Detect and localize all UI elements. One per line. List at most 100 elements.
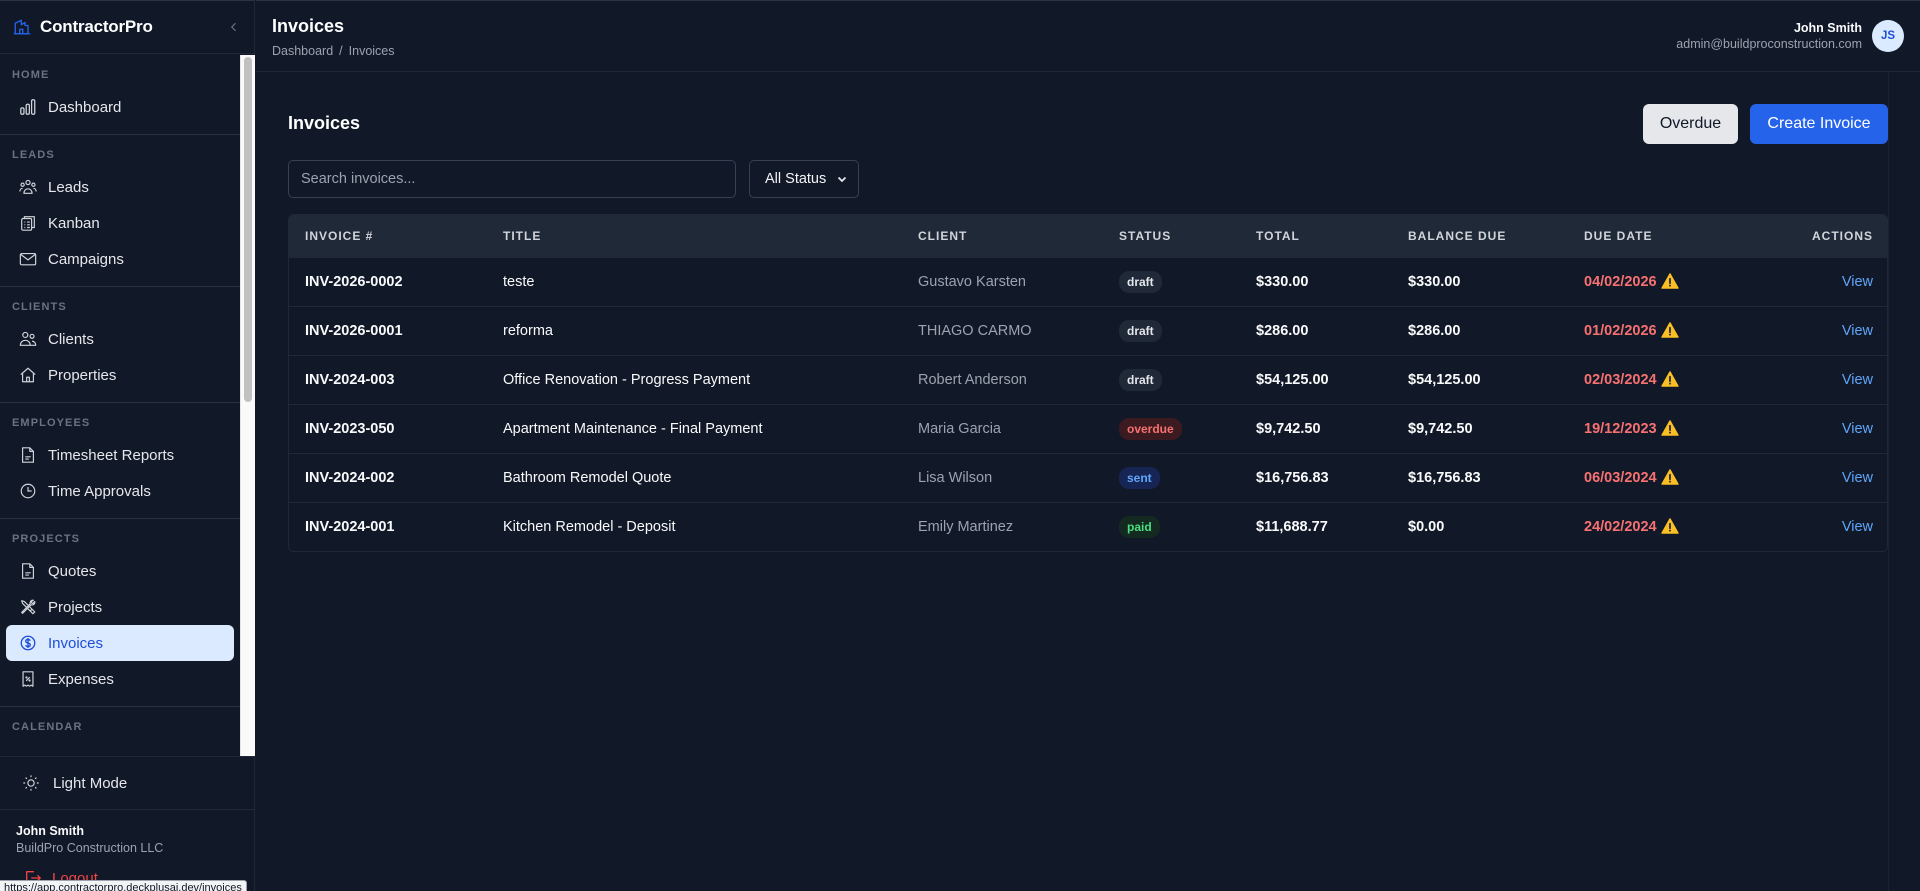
- clipboard-icon: [19, 214, 37, 232]
- status-url-tooltip: https://app.contractorpro.deckplusai.dev…: [0, 880, 247, 891]
- sidebar-item-timesheet-reports[interactable]: Timesheet Reports: [6, 437, 234, 473]
- overdue-button[interactable]: Overdue: [1643, 104, 1738, 144]
- invoice-status-cell: draft: [1103, 355, 1240, 404]
- sidebar-item-dashboard[interactable]: Dashboard: [6, 89, 234, 125]
- invoice-due-date: 04/02/2026: [1584, 274, 1657, 290]
- invoice-status-cell: draft: [1103, 306, 1240, 355]
- invoice-actions: View: [1758, 453, 1887, 502]
- invoice-number: INV-2024-003: [305, 371, 395, 388]
- column-header-due-date[interactable]: DUE DATE: [1584, 228, 1653, 243]
- invoice-status-cell: draft: [1103, 257, 1240, 306]
- nav-section-home: HOME Dashboard: [0, 55, 240, 135]
- sidebar-item-projects[interactable]: Projects: [6, 589, 234, 625]
- status-badge: draft: [1119, 270, 1162, 293]
- invoice-actions: View: [1758, 502, 1887, 551]
- sidebar-bottom: Light Mode John Smith BuildPro Construct…: [0, 756, 255, 887]
- top-header: Invoices Dashboard / Invoices John Smith…: [256, 0, 1920, 72]
- user-menu[interactable]: John Smith admin@buildproconstruction.co…: [1676, 20, 1904, 52]
- page-title: Invoices: [288, 113, 361, 133]
- building-icon: [13, 18, 31, 36]
- view-invoice-link[interactable]: View: [1841, 322, 1873, 339]
- invoice-total: $54,125.00: [1256, 371, 1329, 388]
- invoice-status-cell: overdue: [1103, 404, 1240, 453]
- sidebar-item-leads[interactable]: Leads: [6, 169, 234, 205]
- avatar[interactable]: JS: [1872, 20, 1904, 52]
- nav-section-title: LEADS: [12, 149, 55, 161]
- invoice-balance-due: $16,756.83: [1408, 469, 1481, 486]
- invoice-client: THIAGO CARMO: [918, 322, 1032, 339]
- status-badge: draft: [1119, 368, 1162, 391]
- table-row[interactable]: INV-2026-0001 reforma THIAGO CARMO draft…: [289, 306, 1887, 355]
- view-invoice-link[interactable]: View: [1841, 273, 1873, 290]
- column-header-title[interactable]: TITLE: [503, 228, 542, 243]
- status-filter-select[interactable]: All Status: [749, 160, 859, 198]
- app-name: ContractorPro: [40, 17, 153, 36]
- breadcrumb-separator: /: [339, 44, 343, 58]
- invoice-total: $286.00: [1256, 322, 1309, 339]
- sidebar-item-label: Quotes: [48, 562, 97, 580]
- warning-icon: [1660, 420, 1679, 436]
- header-title: Invoices: [272, 16, 345, 36]
- sidebar-item-invoices[interactable]: Invoices: [6, 625, 234, 661]
- invoice-balance-due: $0.00: [1408, 518, 1445, 535]
- table-header-row: INVOICE # TITLE CLIENT STATUS TOTAL BALA…: [289, 215, 1887, 257]
- invoice-due-date: 01/02/2026: [1584, 323, 1657, 339]
- sidebar-item-kanban[interactable]: Kanban: [6, 205, 234, 241]
- sidebar-item-label: Timesheet Reports: [48, 446, 175, 464]
- bar-chart-icon: [19, 98, 37, 116]
- view-invoice-link[interactable]: View: [1841, 420, 1873, 437]
- invoice-number: INV-2024-001: [305, 518, 395, 535]
- view-invoice-link[interactable]: View: [1841, 469, 1873, 486]
- breadcrumb-dashboard[interactable]: Dashboard: [272, 44, 334, 58]
- column-header-total[interactable]: TOTAL: [1256, 228, 1300, 243]
- sidebar-item-label: Kanban: [48, 214, 100, 232]
- invoice-status-cell: paid: [1103, 502, 1240, 551]
- invoice-client: Emily Martinez: [918, 518, 1014, 535]
- table-row[interactable]: INV-2026-0002 teste Gustavo Karsten draf…: [289, 257, 1887, 306]
- invoice-client: Lisa Wilson: [918, 469, 993, 486]
- sidebar-item-label: Dashboard: [48, 98, 122, 116]
- sidebar-item-time-approvals[interactable]: Time Approvals: [6, 473, 234, 509]
- users-icon: [19, 330, 37, 348]
- sidebar-item-clients[interactable]: Clients: [6, 321, 234, 357]
- invoice-due-date: 02/03/2024: [1584, 372, 1657, 388]
- status-badge: draft: [1119, 319, 1162, 342]
- warning-icon: [1660, 273, 1679, 289]
- invoice-actions: View: [1758, 306, 1887, 355]
- column-header-balance-due[interactable]: BALANCE DUE: [1408, 228, 1507, 243]
- table-row[interactable]: INV-2024-003 Office Renovation - Progres…: [289, 355, 1887, 404]
- brand: ContractorPro: [0, 1, 254, 54]
- invoice-title: Bathroom Remodel Quote: [503, 469, 672, 486]
- sidebar-item-quotes[interactable]: Quotes: [6, 553, 234, 589]
- table-row[interactable]: INV-2024-002 Bathroom Remodel Quote Lisa…: [289, 453, 1887, 502]
- filters: All Status: [288, 160, 859, 198]
- sidebar-item-label: Projects: [48, 598, 103, 616]
- receipt-icon: [19, 670, 37, 688]
- invoice-number: INV-2026-0002: [305, 273, 403, 290]
- main-content: Invoices Overdue Create Invoice All Stat…: [288, 72, 1888, 552]
- view-invoice-link[interactable]: View: [1841, 371, 1873, 388]
- column-header-status[interactable]: STATUS: [1119, 228, 1172, 243]
- sidebar-scrollbar-thumb[interactable]: [244, 57, 252, 402]
- column-header-invoice[interactable]: INVOICE #: [305, 228, 374, 243]
- table-row[interactable]: INV-2024-001 Kitchen Remodel - Deposit E…: [289, 502, 1887, 551]
- chevron-left-icon[interactable]: [226, 19, 242, 35]
- light-mode-label: Light Mode: [53, 774, 128, 792]
- view-invoice-link[interactable]: View: [1841, 518, 1873, 535]
- light-mode-toggle[interactable]: Light Mode: [0, 756, 255, 810]
- table-row[interactable]: INV-2023-050 Apartment Maintenance - Fin…: [289, 404, 1887, 453]
- invoice-client: Robert Anderson: [918, 371, 1027, 388]
- search-input[interactable]: [288, 160, 736, 198]
- create-invoice-button[interactable]: Create Invoice: [1750, 104, 1888, 144]
- invoice-due-date-cell: 04/02/2026: [1568, 257, 1758, 306]
- sidebar-item-expenses[interactable]: Expenses: [6, 661, 234, 697]
- warning-icon: [1660, 322, 1679, 338]
- sidebar-item-properties[interactable]: Properties: [6, 357, 234, 393]
- page-scroll-gutter: [1888, 72, 1920, 891]
- sidebar-user-name: John Smith: [16, 824, 85, 838]
- invoice-due-date-cell: 19/12/2023: [1568, 404, 1758, 453]
- column-header-client[interactable]: CLIENT: [918, 228, 968, 243]
- sidebar-scrollbar[interactable]: [240, 55, 255, 756]
- tools-icon: [19, 598, 37, 616]
- sidebar-item-campaigns[interactable]: Campaigns: [6, 241, 234, 277]
